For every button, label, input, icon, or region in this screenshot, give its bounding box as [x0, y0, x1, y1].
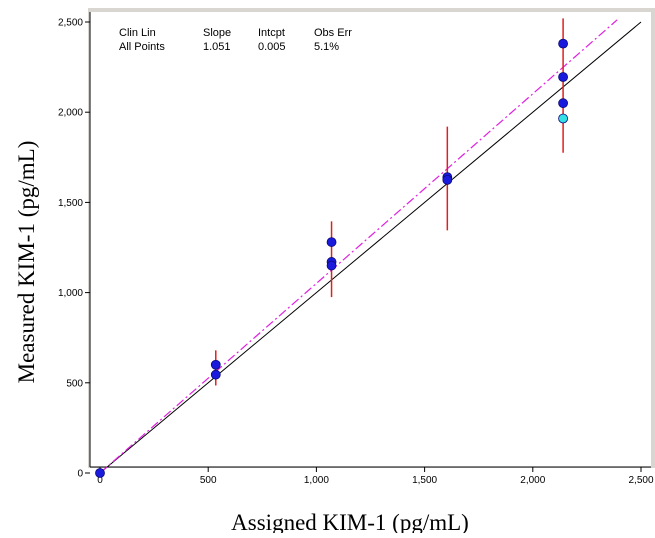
x-tick-label: 2,000 — [520, 475, 545, 486]
stats-header-slope: Slope — [203, 27, 231, 39]
data-point — [558, 72, 568, 82]
data-point — [210, 369, 221, 380]
plot-area — [90, 12, 651, 467]
stats-table: Clin Lin Slope Intcpt Obs Err All Points… — [119, 27, 352, 53]
point-group — [95, 38, 568, 478]
data-point — [210, 359, 221, 370]
x-tick-label: 0 — [97, 475, 103, 486]
y-tick-label: 1,500 — [58, 198, 83, 209]
stats-header-intcpt: Intcpt — [258, 27, 285, 39]
x-tick-label: 1,500 — [412, 475, 437, 486]
x-axis-title: Assigned KIM-1 (pg/mL) — [231, 510, 469, 533]
stats-header-clin-lin: Clin Lin — [119, 27, 156, 39]
y-tick-label: 2,000 — [58, 108, 83, 119]
data-point — [442, 174, 453, 185]
stats-header-obs-err: Obs Err — [314, 27, 352, 39]
data-point — [95, 468, 105, 478]
fit-line — [99, 19, 618, 474]
data-point — [326, 260, 337, 271]
y-tick-label: 500 — [66, 378, 83, 389]
identity-line — [99, 21, 642, 474]
x-tick-label: 2,500 — [628, 475, 653, 486]
x-tick-label: 500 — [200, 475, 217, 486]
line-group — [99, 19, 642, 474]
stats-intercept-value: 0.005 — [258, 41, 286, 53]
data-point — [558, 38, 568, 49]
tick-group: 0 500 1,000 1,500 2,000 2,500 0 500 1,000 1,500 2,… — [58, 18, 654, 487]
data-point — [558, 98, 568, 109]
y-tick-label: 0 — [77, 469, 83, 480]
y-tick-label: 2,500 — [58, 18, 83, 29]
x-tick-label: 1,000 — [304, 475, 329, 486]
data-point — [558, 113, 568, 124]
data-point — [326, 237, 337, 247]
stats-row-label: All Points — [119, 41, 165, 53]
stats-slope-value: 1.051 — [203, 41, 231, 53]
stats-obs-err-value: 5.1% — [314, 41, 339, 53]
y-axis-title: Measured KIM-1 (pg/mL) — [14, 141, 39, 384]
y-tick-label: 1,000 — [58, 288, 83, 299]
